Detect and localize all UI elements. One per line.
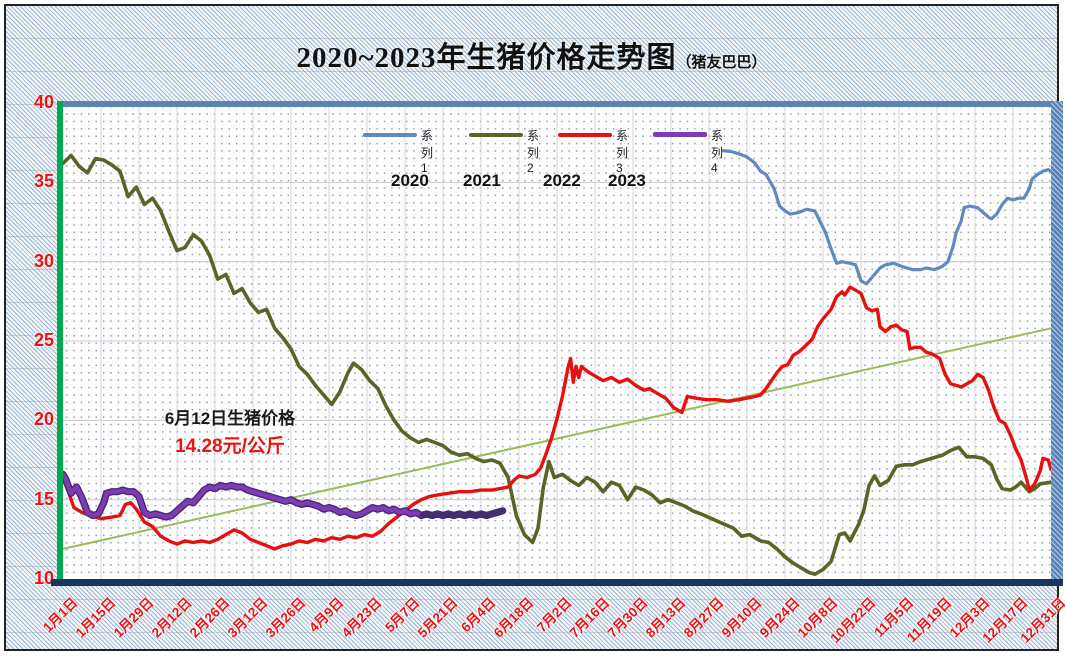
x-axis-label-19: 9月10日 xyxy=(718,594,765,641)
x-axis-label-13: 6月18日 xyxy=(490,594,537,641)
plot-border-right xyxy=(1051,101,1063,586)
y-axis-label-40: 40 xyxy=(33,92,54,112)
series-line-2022 xyxy=(61,285,1053,551)
y-axis-label-30: 30 xyxy=(33,250,54,271)
legend-swatch-2021 xyxy=(469,133,523,137)
x-axis-label-7: 3月26日 xyxy=(262,594,309,641)
series-line-2023 xyxy=(60,472,424,520)
x-axis-label-15: 7月16日 xyxy=(566,594,613,641)
y-axis-label-20: 20 xyxy=(33,409,54,430)
x-axis-label-6: 3月12日 xyxy=(224,594,271,641)
chart-title-main: 2020~2023年生猪价格走势图 xyxy=(296,42,677,74)
plot-border-left xyxy=(57,101,63,579)
year-label-2021: 2021 xyxy=(463,171,501,190)
annotation-price-value: 14.28元/公斤 xyxy=(175,436,285,457)
legend-label-2022: 系列3 xyxy=(616,129,629,175)
y-axis-label-10: 10 xyxy=(33,568,54,588)
x-axis-label-2: 1月15日 xyxy=(72,594,119,641)
series-line-2020 xyxy=(720,148,1053,286)
legend-label-2023: 系列4 xyxy=(711,129,724,175)
x-axis-label-4: 2月12日 xyxy=(148,594,195,641)
x-axis-label-18: 8月27日 xyxy=(680,594,727,641)
series-line-2021 xyxy=(61,153,1053,577)
price-annotation: 6月12日生猪价格 14.28元/公斤 xyxy=(125,404,335,458)
x-axis-label-5: 2月26日 xyxy=(186,594,233,641)
x-axis-label-16: 7月30日 xyxy=(604,594,651,641)
legend-swatch-2023 xyxy=(653,132,707,137)
trendline xyxy=(62,327,1052,550)
x-axis-label-17: 8月13日 xyxy=(642,594,689,641)
y-axis-label-35: 35 xyxy=(33,171,54,192)
x-axis-label-3: 1月29日 xyxy=(110,594,157,641)
legend-swatch-2022 xyxy=(558,133,612,137)
x-axis-label-9: 4月23日 xyxy=(338,594,385,641)
plot-border-bottom xyxy=(51,579,1063,586)
chart-title-suffix: （猪友巴巴） xyxy=(676,55,767,71)
legend-label-2020: 系列1 xyxy=(421,129,434,175)
figure-background: 2020~2023年生猪价格走势图（猪友巴巴） 40 35 30 25 20 15 10 1… xyxy=(4,4,1065,651)
x-axis-label-20: 9月24日 xyxy=(756,594,803,641)
series-line-2023-tail xyxy=(419,508,505,518)
legend-swatch-2020 xyxy=(363,133,417,137)
year-label-2022: 2022 xyxy=(543,171,581,190)
year-label-2023: 2023 xyxy=(608,171,646,190)
plot-border-top xyxy=(57,101,1063,107)
y-axis-label-15: 15 xyxy=(33,488,54,509)
plot-area: 系列1 系列2 系列3 系列4 2020 2021 2022 2023 6月12日生猪价格 … xyxy=(59,103,1053,579)
chart-title: 2020~2023年生猪价格走势图（猪友巴巴） xyxy=(6,34,1057,76)
x-axis-label-11: 5月21日 xyxy=(414,594,461,641)
chart-canvas xyxy=(59,103,1053,579)
annotation-date-label: 6月12日生猪价格 xyxy=(164,409,296,428)
legend-label-2021: 系列2 xyxy=(527,129,540,175)
year-label-2020: 2020 xyxy=(391,171,429,190)
y-axis-label-25: 25 xyxy=(33,330,54,350)
